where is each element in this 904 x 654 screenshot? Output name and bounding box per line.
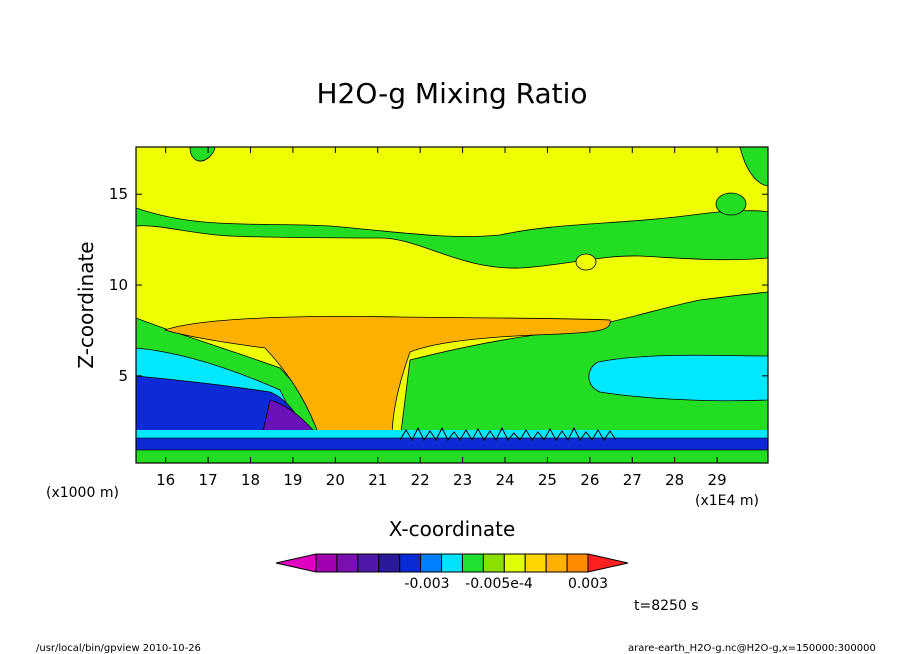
orange-plume (163, 316, 611, 439)
colorbar-swatch (461, 553, 484, 573)
colorbar-swatch (357, 553, 380, 573)
colorbar-swatch (524, 553, 547, 573)
green-patch (715, 192, 747, 216)
colorbar-swatch (545, 553, 568, 573)
contour-noise (399, 426, 617, 442)
colorbar-labels: -0.003 -0.005e-4 0.003 (404, 576, 608, 592)
colorbar-arrow-left (275, 553, 317, 573)
cyan-patch-right (588, 354, 768, 402)
x-tick-label: 20 (326, 471, 345, 489)
colorbar-label: 0.003 (568, 576, 608, 592)
ground-blue-strip (136, 437, 768, 451)
time-label: t=8250 s (634, 598, 699, 614)
colorbar-swatch (503, 553, 526, 573)
colorbar-label: -0.003 (404, 576, 449, 592)
y-axis-label: Z-coordinate (74, 241, 98, 368)
x-tick-label: 19 (283, 471, 302, 489)
colorbar-swatch (441, 553, 463, 573)
colorbar-swatch (399, 553, 422, 573)
x-tick-label: 26 (580, 471, 599, 489)
x-unit-label: (x1000 m) (46, 485, 119, 501)
x-tick-label: 18 (241, 471, 260, 489)
colorbar-swatch (378, 553, 401, 573)
x-scale-note: (x1E4 m) (695, 493, 759, 509)
x-tick-label: 24 (495, 471, 514, 489)
y-tick-label: 5 (118, 367, 128, 385)
x-tick-label: 17 (199, 471, 218, 489)
colorbar-swatch (315, 553, 338, 573)
x-tick-label: 23 (453, 471, 472, 489)
colorbar-swatch (336, 553, 359, 573)
colorbar-swatch (566, 553, 589, 573)
x-tick-label: 27 (623, 471, 642, 489)
colorbar-swatch (482, 553, 505, 573)
x-tick-label: 29 (708, 471, 727, 489)
y-tick-label: 15 (109, 185, 128, 203)
colorbar-label: -0.005e-4 (465, 576, 533, 592)
x-axis-label: X-coordinate (389, 517, 516, 541)
y-tick-label: 10 (109, 276, 128, 294)
colorbar-swatch (420, 553, 443, 573)
x-tick-label: 25 (538, 471, 557, 489)
upper-green-band (136, 207, 768, 269)
plot-area (136, 147, 768, 463)
yellow-island (575, 253, 597, 271)
plot-frame (135, 146, 769, 464)
x-axis: 16 17 18 19 20 21 22 23 24 25 26 27 28 29 (156, 147, 727, 489)
x-tick-label: 28 (665, 471, 684, 489)
top-green-patch-right (739, 147, 768, 187)
footer-right: arare-earth_H2O-g.nc@H2O-g,x=150000:3000… (628, 643, 876, 654)
ground-green-strip (136, 449, 768, 463)
colorbar (275, 553, 629, 573)
colorbar-arrow-right (587, 553, 629, 573)
y-axis: 5 10 15 (109, 185, 768, 385)
x-tick-label: 22 (411, 471, 430, 489)
x-tick-label: 16 (156, 471, 175, 489)
top-green-patch (189, 147, 216, 162)
footer-left: /usr/local/bin/gpview 2010-10-26 (36, 643, 201, 654)
chart-title: H2O-g Mixing Ratio (316, 77, 587, 110)
x-tick-label: 21 (368, 471, 387, 489)
